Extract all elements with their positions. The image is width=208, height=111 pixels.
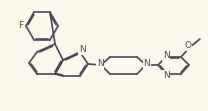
Text: F: F	[18, 22, 23, 31]
Text: N: N	[163, 70, 169, 79]
Text: N: N	[79, 46, 85, 55]
Text: N: N	[163, 52, 169, 60]
Text: O: O	[184, 42, 192, 51]
Text: N: N	[144, 59, 150, 68]
Text: N: N	[97, 59, 103, 68]
